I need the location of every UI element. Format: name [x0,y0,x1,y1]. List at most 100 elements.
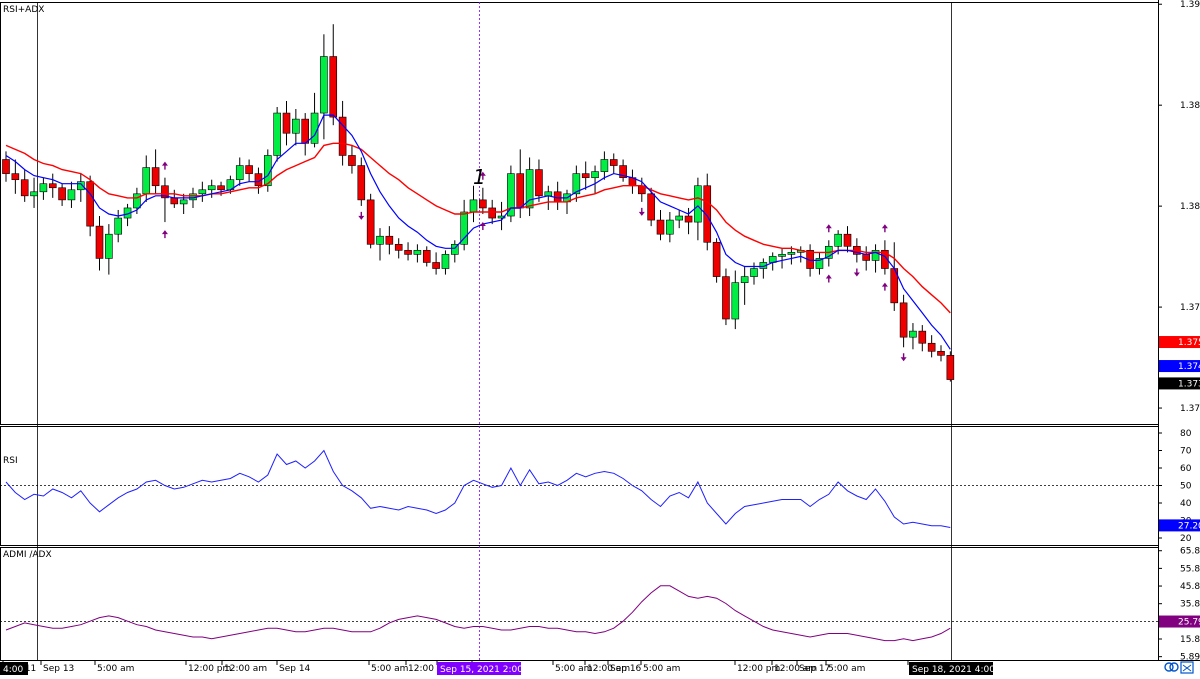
time-tick-label: 5:00 am [555,664,592,674]
candle-body [404,250,412,255]
candle-body [656,219,665,235]
candle-body [750,268,758,277]
candle-body [862,254,871,261]
candle-body [535,169,543,197]
candle-body [292,118,300,134]
candle-body [871,250,880,261]
pane-frame [0,426,1159,546]
connection-icon [1164,662,1174,672]
time-tag-label: Sep 18, 2021 4:00 am [912,665,1012,675]
candle-body [703,185,712,243]
candle-body [86,181,94,227]
candle-body [385,235,394,245]
signal-up-arrow [161,230,168,239]
adx-line [5,585,951,642]
panes-background [0,0,1200,661]
candle-body [479,199,487,209]
ma-slow-line [5,142,951,314]
candle-body [927,342,936,352]
candle-body [422,250,431,263]
candle-body [731,282,740,320]
candle-body [647,193,655,221]
candle-body [778,254,786,257]
signal-up-arrow [825,274,832,283]
candle-body [170,197,179,205]
candle-body [675,215,684,221]
signal-up-arrow [161,161,168,170]
rsi-pane[interactable] [0,449,1158,528]
candle-body [394,243,403,251]
candle-body [787,252,796,255]
price-pane[interactable] [2,24,955,382]
price-tag-label: 25.79 [1178,618,1200,628]
time-tick-label: 12:00 pm [408,664,451,674]
signal-up-arrow [881,282,888,291]
candle-body [348,155,356,166]
candle-body [329,56,338,118]
axis-tick-label: 20 [1180,534,1192,544]
candle-body [469,199,478,213]
candle-body [712,241,721,277]
candle-body [357,165,366,201]
candle-body [161,185,169,199]
candle-body [516,173,525,209]
candle-body [366,199,375,245]
time-tag [0,662,28,675]
status-icons [1164,661,1194,674]
candle-body [460,211,468,245]
candle-body [591,171,599,178]
candle-body [273,112,281,156]
candle-body [740,276,749,283]
candle-body [217,185,225,191]
pane-frame [0,2,1159,425]
candle-body [722,276,730,320]
candle-body [432,262,440,269]
time-tick-label: Sep 16 [610,664,642,674]
signal-down-arrow [358,211,365,220]
candle-body [666,219,674,235]
axis-tick-label: 60 [1180,464,1192,474]
candle-body [20,179,29,197]
axis-tick-label: 1.38699 [1180,101,1200,111]
candle-body [151,167,160,187]
rsi-pane-label: RSI [3,456,18,466]
candle-body [133,193,141,209]
signal-down-arrow [638,207,645,216]
candle-body [67,189,76,201]
time-tick-label: 5:00 am [643,664,680,674]
candle-body [609,159,618,166]
candle-body [488,207,497,219]
signal-up-arrow [479,222,486,231]
candle-body [338,116,347,156]
candle-body [581,173,590,178]
candle-body [909,330,917,338]
candle-body [815,258,824,269]
candle-body [918,330,927,344]
candle-body [58,187,66,201]
axis-tick-label: 15.89 [1180,635,1200,645]
time-tick-label: 12:00 am [774,664,817,674]
price-tag-label: 1.37321 [1178,379,1200,389]
candle-body [376,235,384,245]
candle-body [245,165,253,174]
time-tag [437,662,521,675]
time-tag-label: 4:00 [3,665,23,675]
candle-body [282,112,291,134]
time-tick-label: 12:00 pm [737,664,780,674]
axis-tick-label: 1.39199 [1180,0,1200,10]
candle-body [525,169,534,209]
signal-up-arrow [881,224,888,233]
price-tag [1159,360,1200,373]
ma-fast-line [5,114,951,350]
candle-body [684,215,693,223]
candle-body [937,351,945,356]
candle-body [881,250,889,269]
candle-body [310,112,319,144]
candle-body [235,165,244,180]
signal-up-arrow [479,171,486,180]
rsi-line [5,449,951,528]
time-tick-label: Sep 17 [799,664,830,674]
adx-pane[interactable] [0,585,1158,642]
